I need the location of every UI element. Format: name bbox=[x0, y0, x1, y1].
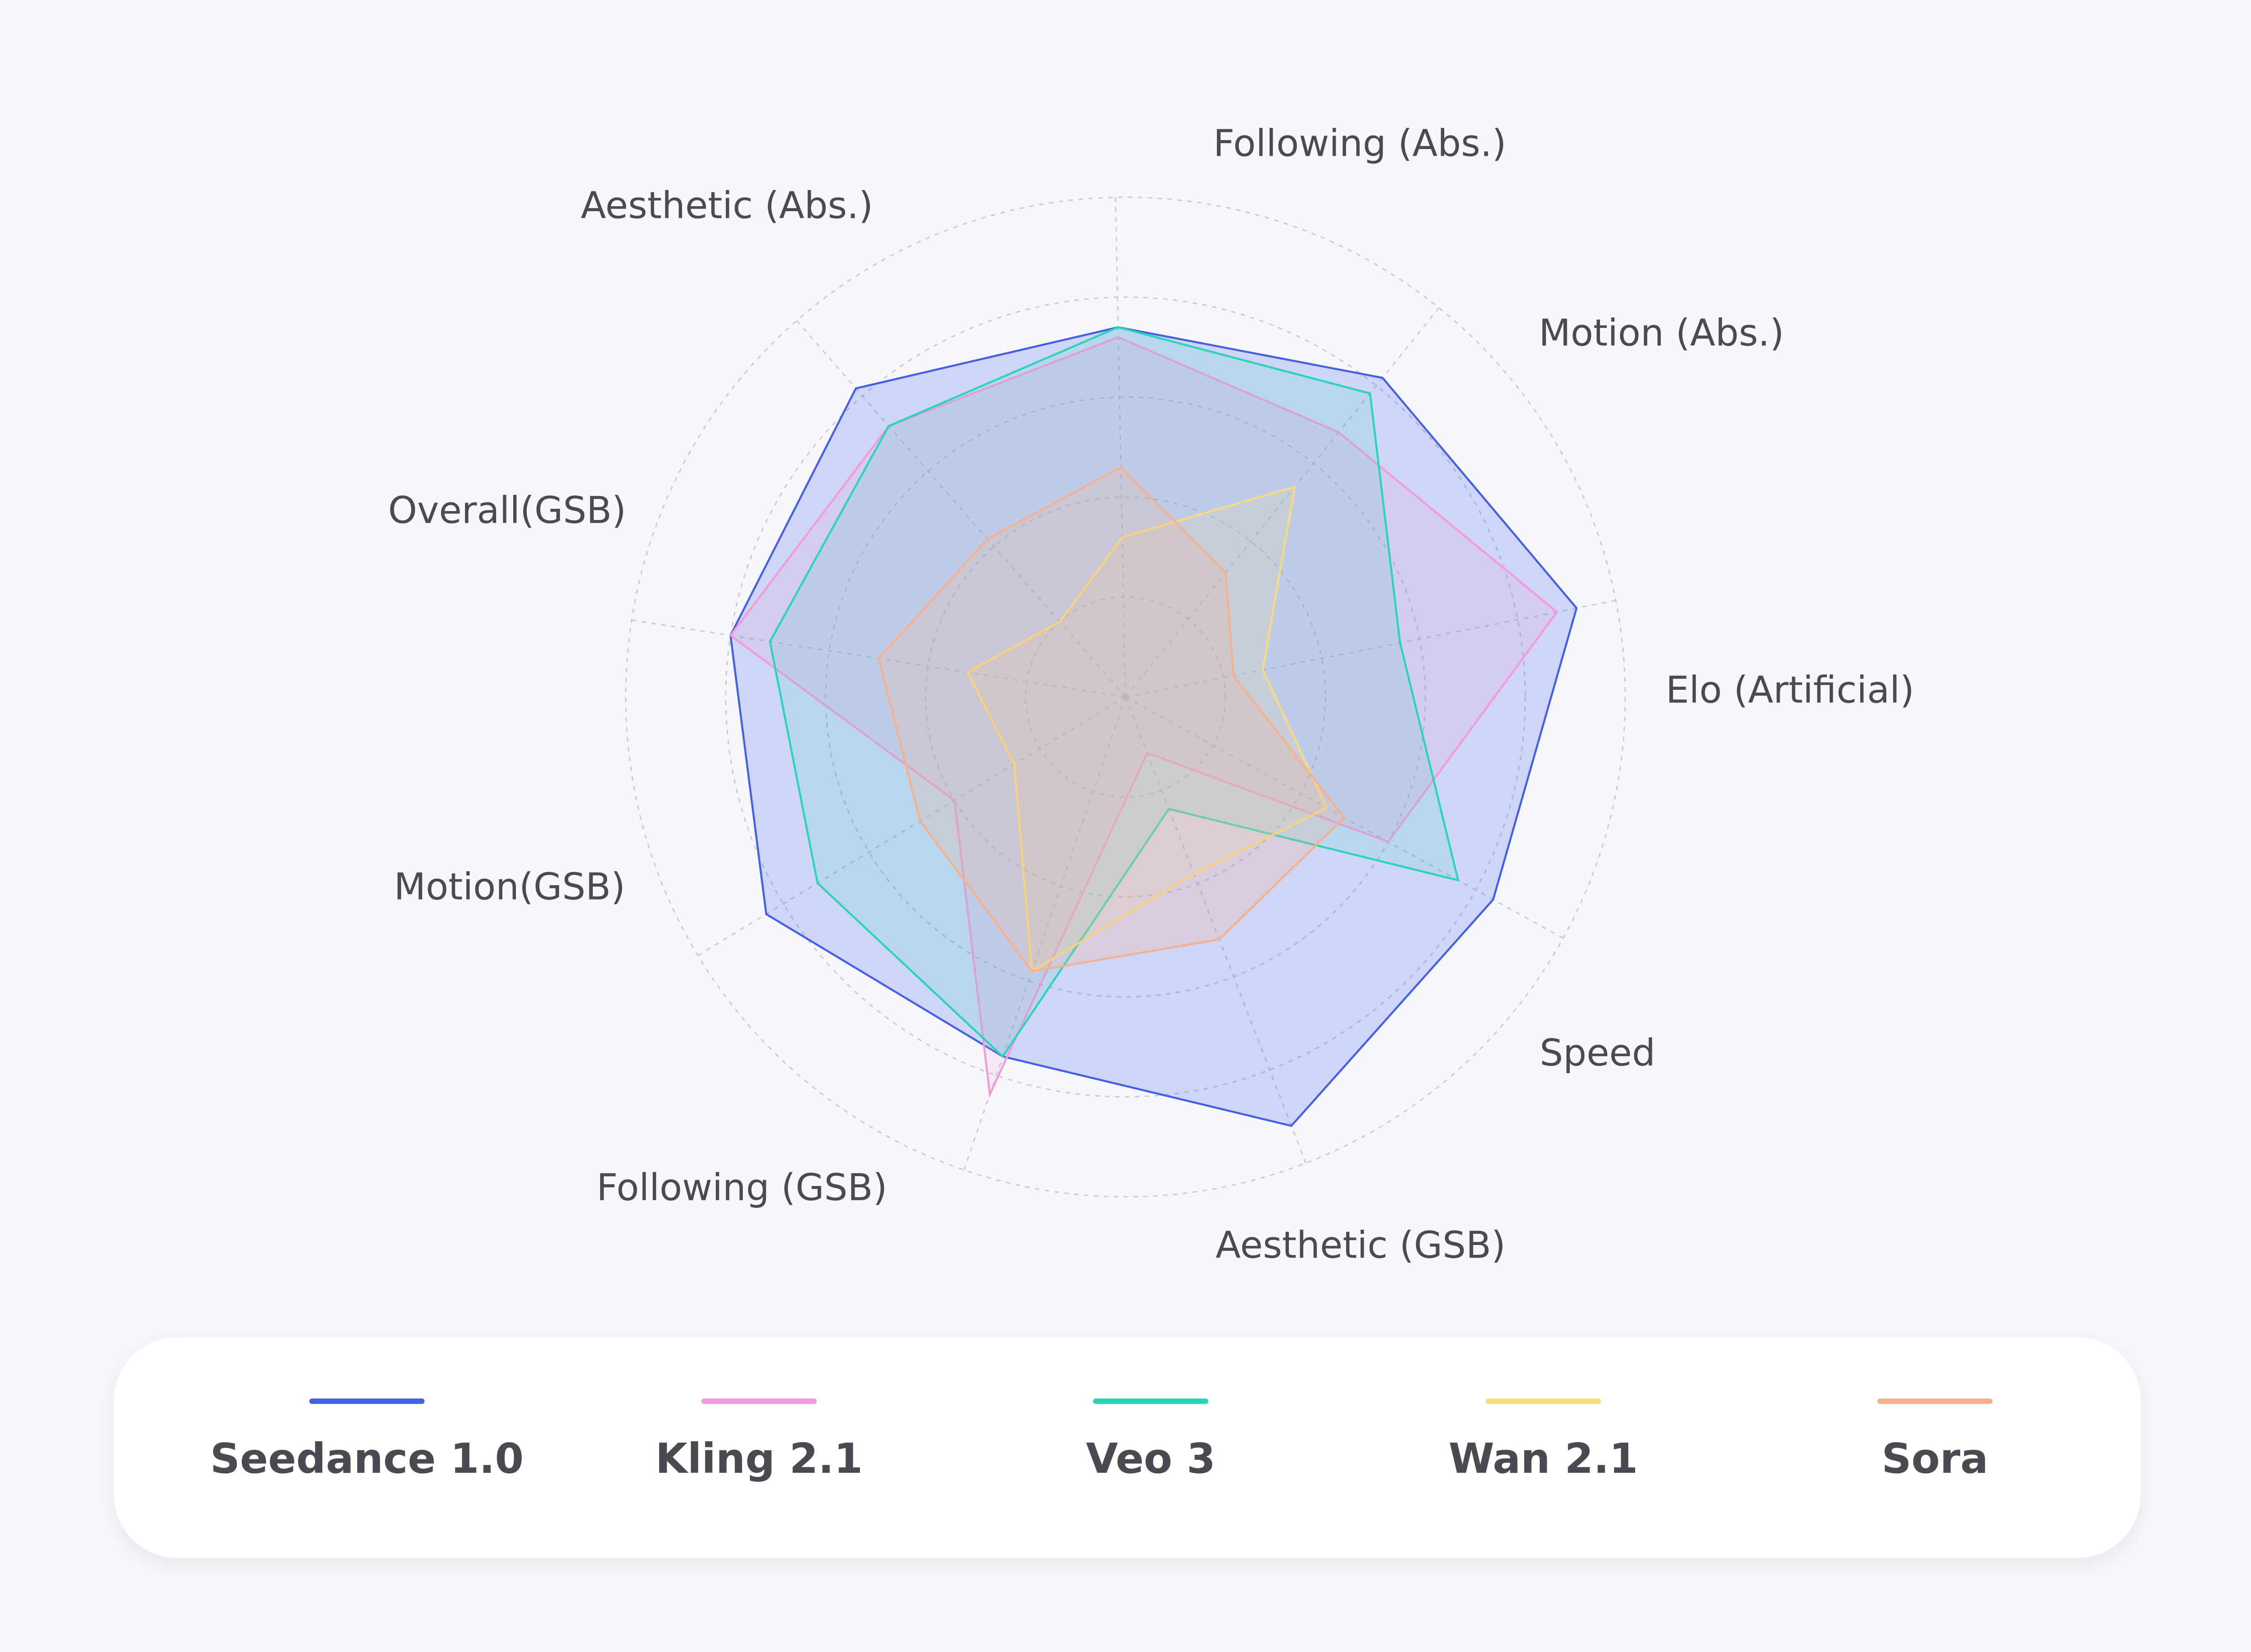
grid-ring-2 bbox=[925, 496, 1326, 898]
series-kling-2-1 bbox=[729, 336, 1559, 1098]
legend-label-sora: Sora bbox=[1881, 1435, 1989, 1483]
axis-label-following-gsb: Following (GSB) bbox=[597, 1166, 887, 1209]
legend-item-kling[interactable]: Kling 2.1 bbox=[556, 1337, 962, 1558]
legend-line-seedance bbox=[309, 1399, 425, 1404]
legend-label-seedance: Seedance 1.0 bbox=[210, 1435, 524, 1483]
axis-spoke-following-abs bbox=[1125, 307, 1440, 697]
axis-label-speed: Speed bbox=[1540, 1032, 1655, 1074]
legend-label-veo: Veo 3 bbox=[1086, 1435, 1216, 1483]
legend-line-wan bbox=[1486, 1399, 1601, 1404]
series-wan-2-1 bbox=[966, 485, 1329, 973]
grid-ring-4 bbox=[725, 296, 1526, 1098]
axis-spoke-following-gsb bbox=[697, 696, 1126, 956]
series-sora bbox=[877, 466, 1346, 973]
axis-spoke-overall-gsb bbox=[796, 320, 1126, 697]
axis-label-motion-abs: Motion (Abs.) bbox=[1539, 312, 1784, 354]
axis-labels: Elo (Artificial) Motion (Abs.) Following (… bbox=[388, 122, 1914, 1267]
legend-line-kling bbox=[701, 1399, 817, 1404]
axis-label-motion-gsb: Motion(GSB) bbox=[394, 865, 625, 908]
legend-item-sora[interactable]: Sora bbox=[1732, 1337, 2138, 1558]
axis-label-overall-gsb: Overall(GSB) bbox=[388, 489, 626, 532]
legend-item-wan[interactable]: Wan 2.1 bbox=[1341, 1337, 1746, 1558]
grid-ring-1 bbox=[1025, 596, 1226, 798]
axis-label-aesthetic-gsb: Aesthetic (GSB) bbox=[1216, 1224, 1505, 1267]
legend-item-veo[interactable]: Veo 3 bbox=[948, 1337, 1353, 1558]
series-veo-3 bbox=[768, 326, 1460, 1058]
legend-line-sora bbox=[1877, 1399, 1993, 1404]
radar-series bbox=[729, 326, 1578, 1127]
legend-label-wan: Wan 2.1 bbox=[1448, 1435, 1638, 1483]
axis-spoke-aesthetic-abs bbox=[1115, 197, 1126, 697]
axis-label-following-abs: Following (Abs.) bbox=[1213, 122, 1506, 165]
axis-spoke-motion-abs bbox=[1125, 599, 1616, 698]
legend-label-kling: Kling 2.1 bbox=[655, 1435, 863, 1483]
grid-ring-3 bbox=[825, 396, 1426, 998]
axis-label-elo-artificial: Elo (Artificial) bbox=[1666, 669, 1914, 711]
legend-line-veo bbox=[1093, 1399, 1208, 1404]
axis-label-aesthetic-abs: Aesthetic (Abs.) bbox=[581, 184, 873, 227]
legend-item-seedance[interactable]: Seedance 1.0 bbox=[164, 1337, 570, 1558]
legend: Seedance 1.0 Kling 2.1 Veo 3 Wan 2.1 Sor… bbox=[114, 1337, 2141, 1558]
radar-grid bbox=[625, 196, 1626, 1198]
series-seedance-1-0 bbox=[729, 326, 1578, 1127]
axis-spoke-speed bbox=[1125, 697, 1306, 1163]
grid-ring-5 bbox=[625, 196, 1626, 1198]
